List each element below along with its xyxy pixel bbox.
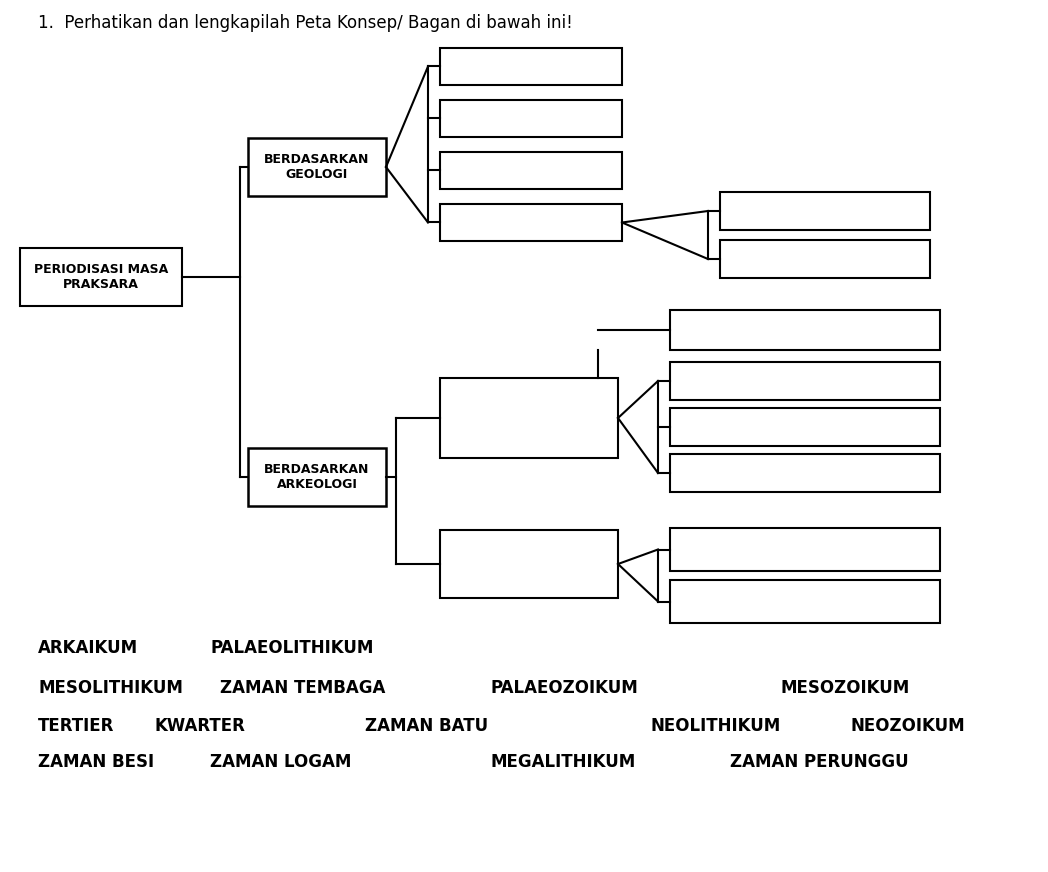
Text: 1.  Perhatikan dan lengkapilah Peta Konsep/ Bagan di bawah ini!: 1. Perhatikan dan lengkapilah Peta Konse…: [38, 14, 573, 32]
Bar: [670, 454, 940, 492]
Bar: [20, 248, 182, 306]
Text: MESOLITHIKUM: MESOLITHIKUM: [38, 679, 182, 697]
Bar: [248, 138, 386, 196]
Bar: [670, 310, 940, 350]
Text: MEGALITHIKUM: MEGALITHIKUM: [490, 753, 635, 771]
Text: NEOZOIKUM: NEOZOIKUM: [850, 717, 964, 735]
Bar: [440, 100, 623, 137]
Bar: [440, 530, 618, 598]
Bar: [670, 362, 940, 400]
Bar: [720, 240, 930, 278]
Text: MESOZOIKUM: MESOZOIKUM: [780, 679, 910, 697]
Text: BERDASARKAN
GEOLOGI: BERDASARKAN GEOLOGI: [264, 153, 370, 181]
Bar: [440, 204, 623, 241]
Bar: [670, 580, 940, 623]
Text: ZAMAN TEMBAGA: ZAMAN TEMBAGA: [220, 679, 386, 697]
Text: KWARTER: KWARTER: [155, 717, 246, 735]
Text: ZAMAN BATU: ZAMAN BATU: [365, 717, 488, 735]
Text: PERIODISASI MASA
PRAKSARA: PERIODISASI MASA PRAKSARA: [34, 263, 168, 291]
Bar: [248, 448, 386, 506]
Bar: [440, 378, 618, 458]
Text: BERDASARKAN
ARKEOLOGI: BERDASARKAN ARKEOLOGI: [264, 463, 370, 491]
Text: TERTIER: TERTIER: [38, 717, 114, 735]
Text: ZAMAN BESI: ZAMAN BESI: [38, 753, 154, 771]
Bar: [440, 152, 623, 189]
Text: PALAEOLITHIKUM: PALAEOLITHIKUM: [210, 639, 373, 657]
Text: ARKAIKUM: ARKAIKUM: [38, 639, 138, 657]
Bar: [670, 408, 940, 446]
Bar: [440, 48, 623, 85]
Bar: [670, 528, 940, 571]
Text: NEOLITHIKUM: NEOLITHIKUM: [650, 717, 781, 735]
Text: ZAMAN LOGAM: ZAMAN LOGAM: [210, 753, 351, 771]
Text: PALAEOZOIKUM: PALAEOZOIKUM: [490, 679, 638, 697]
Text: ZAMAN PERUNGGU: ZAMAN PERUNGGU: [730, 753, 909, 771]
Bar: [720, 192, 930, 230]
